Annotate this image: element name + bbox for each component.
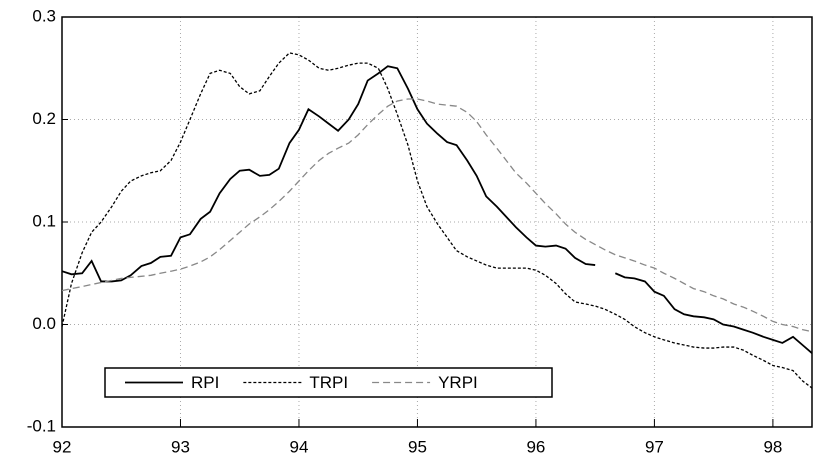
line-series [61, 98, 813, 333]
x-tick-label: 94 [290, 437, 309, 456]
x-tick-label: 96 [526, 437, 545, 456]
y-tick-label: 0.3 [32, 6, 56, 25]
x-tick-label: 92 [53, 437, 72, 456]
y-tick-label: 0.1 [32, 211, 56, 230]
y-tick-label: -0.1 [27, 416, 56, 435]
legend-label: RPI [191, 373, 219, 392]
line-series [61, 65, 813, 354]
legend-box [104, 367, 553, 398]
y-tick-label: 0.0 [32, 314, 56, 333]
line-series [61, 52, 813, 389]
x-tick-label: 97 [645, 437, 664, 456]
x-tick-label: 98 [763, 437, 782, 456]
legend-label: YRPI [438, 373, 478, 392]
legend-label: TRPI [309, 373, 348, 392]
x-tick-label: 93 [171, 437, 190, 456]
x-tick-label: 95 [408, 437, 427, 456]
y-tick-label: 0.2 [32, 109, 56, 128]
plot-frame [61, 16, 813, 428]
